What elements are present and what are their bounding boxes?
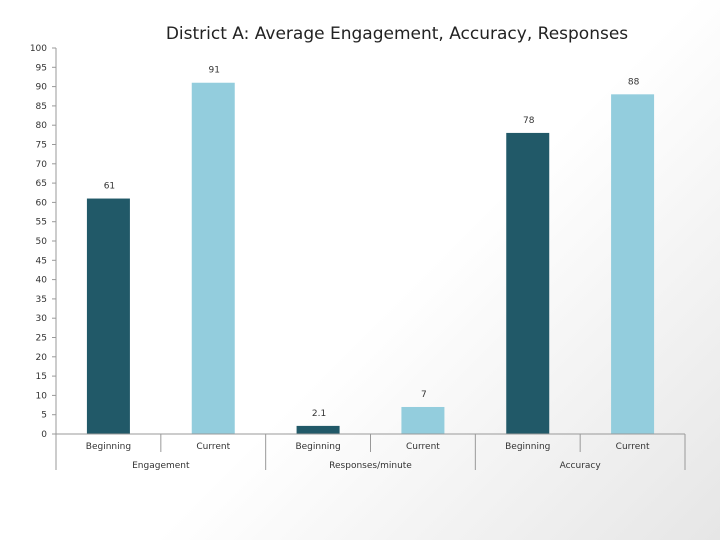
category-label: Beginning [295,442,340,452]
y-axis: 0 5 10 15 20 25 30 35 40 45 50 55 60 65 70 75 80 85 90 95 10… [30,44,57,440]
data-label: 2.1 [312,409,326,419]
y-tick-label: 35 [36,295,47,305]
y-tick-label: 75 [36,141,47,151]
group-label: Accuracy [560,461,602,471]
y-tick-label: 40 [36,276,48,286]
category-label: Beginning [86,442,131,452]
y-tick-label: 95 [36,63,47,73]
y-tick-label: 90 [36,83,48,93]
y-tick-label: 45 [36,256,47,266]
y-tick-label: 50 [36,237,48,247]
y-tick-label: 0 [41,430,47,440]
bar [611,94,655,434]
group-label: Engagement [132,461,190,471]
y-tick-label: 85 [36,102,47,112]
y-tick-label: 65 [36,179,47,189]
y-tick-label: 15 [36,372,47,382]
data-label: 78 [523,116,535,126]
bar [86,198,130,434]
y-tick-label: 80 [36,121,48,131]
bars: 61 91 2.1 7 78 88 [86,66,655,435]
y-tick-label: 10 [36,391,48,401]
bar [506,132,550,435]
category-label: Current [406,442,440,452]
bar [296,425,340,434]
y-tick-label: 70 [36,160,48,170]
data-label: 7 [421,390,427,400]
data-label: 88 [628,77,640,87]
data-label: 91 [209,66,220,76]
category-label: Current [196,442,230,452]
data-label: 61 [104,182,115,192]
y-tick-label: 25 [36,334,47,344]
group-label: Responses/minute [329,461,412,471]
y-tick-label: 60 [36,198,48,208]
bar [191,82,235,435]
category-label: Beginning [505,442,550,452]
y-tick-label: 55 [36,218,47,228]
y-tick-label: 5 [41,411,47,421]
y-tick-label: 100 [30,44,47,54]
bar [401,406,445,434]
chart-title: District A: Average Engagement, Accuracy… [166,24,628,44]
category-label: Current [616,442,650,452]
y-tick-label: 30 [36,314,48,324]
y-tick-label: 20 [36,353,48,363]
